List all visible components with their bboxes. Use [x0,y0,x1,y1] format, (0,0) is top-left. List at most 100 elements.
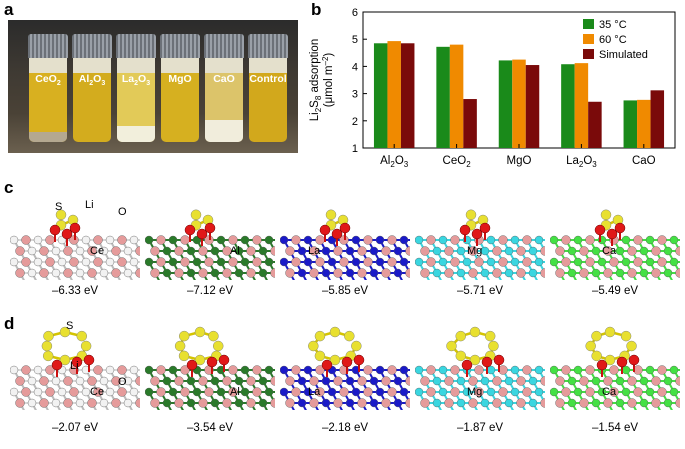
atom [516,376,526,386]
atom [325,209,337,221]
atom [333,398,343,408]
atom [639,376,649,386]
atom [351,235,361,245]
atom [135,246,140,256]
panel-label-b: b [311,0,322,19]
atom [645,235,655,245]
atom [174,398,184,408]
metal-atom-label: Ca [602,386,617,398]
atom [204,387,214,397]
atom [432,376,442,386]
atom [309,246,319,256]
atom [145,365,154,375]
atom [129,387,139,397]
bar [400,43,415,148]
atom [675,376,680,386]
atom [645,365,655,375]
atom [321,268,331,278]
atom [39,246,49,256]
atom [55,209,67,221]
atom [333,376,343,386]
atom [550,387,559,397]
atom [444,398,454,408]
atom [534,365,544,375]
adsorption-energy-label: –3.54 eV [186,422,234,434]
crystal-structure-image [280,320,410,410]
crystal-svg [10,209,140,280]
atom [264,387,274,397]
atom [252,235,262,245]
metal-atom-label: La [308,386,321,398]
atom [415,235,424,245]
atom [15,268,25,278]
atom [534,257,544,267]
atom [264,365,274,375]
atom [308,340,319,352]
atom [63,268,73,278]
atom [33,387,43,397]
metal-atom-label: Ce [90,245,105,257]
atom [675,398,680,408]
crystal-structure-image [145,320,275,410]
vial-label-part: O [138,73,147,85]
atom [387,365,397,375]
atom [27,246,37,256]
atom [21,235,31,245]
vial-label: Control [242,73,294,85]
atom [285,398,295,408]
y-axis-label-part: Li [309,112,321,121]
atom [168,387,178,397]
x-tick-label: La2O3 [566,155,597,169]
atom [498,257,508,267]
x-tick-label-part: La [566,155,579,167]
atom [99,268,109,278]
atom [222,268,232,278]
atom [129,235,139,245]
atom [135,376,140,386]
atom [357,246,367,256]
atom [196,228,208,240]
atom [657,235,667,245]
atom [468,246,478,256]
bar [449,44,464,148]
atom [117,235,127,245]
atom [651,268,661,278]
atom [51,376,61,386]
atom [178,350,190,362]
atom [344,330,355,342]
atom [615,376,625,386]
atom [246,246,256,256]
atom [75,398,85,408]
atom [420,268,430,278]
atom [162,246,172,256]
atom [381,268,391,278]
vial-label: Al2O3 [66,73,118,87]
atom [486,365,496,375]
atom [145,257,154,267]
vial: CaO [204,34,244,146]
atom [297,246,307,256]
atom [663,268,673,278]
atom [99,398,109,408]
atom [446,340,457,352]
atom [426,257,436,267]
atom [555,376,565,386]
atom [504,268,514,278]
atom [234,398,244,408]
atom [450,365,460,375]
atom [69,257,79,267]
atom [180,387,190,397]
atom [329,326,341,338]
atom [75,376,85,386]
vial-label: La2O3 [110,73,162,87]
vial-label-part: MgO [168,73,192,85]
atom [615,246,625,256]
atom [33,257,43,267]
atom [39,376,49,386]
atom [210,268,220,278]
atom [465,209,477,221]
x-tick-label-subscript: 3 [404,160,409,169]
atom [314,350,326,362]
atom [51,359,63,371]
